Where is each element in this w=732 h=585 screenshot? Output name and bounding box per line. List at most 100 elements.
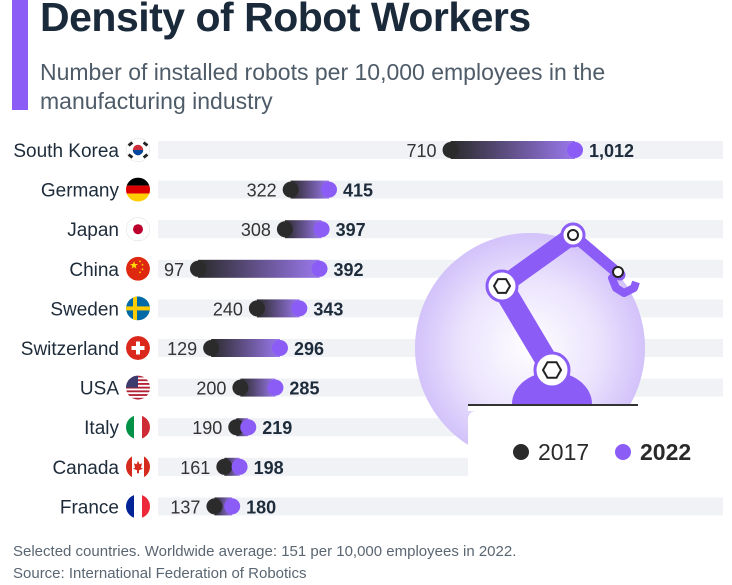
flag-cross — [126, 306, 150, 311]
flag-stripe — [126, 193, 150, 202]
south-korea-flag-icon — [126, 138, 150, 162]
dot-2017 — [442, 142, 459, 158]
value-label-2022: 296 — [294, 339, 324, 359]
value-label-2022: 285 — [289, 379, 319, 399]
range-bar — [197, 259, 320, 278]
dot-2022 — [267, 379, 284, 396]
flag-cross — [136, 341, 140, 355]
range-bar — [240, 378, 276, 397]
flag-graphic — [126, 138, 150, 162]
sweden-flag-icon — [126, 296, 150, 321]
legend-marker-2022 — [615, 444, 631, 460]
dot-2017 — [216, 458, 233, 475]
legend-box — [468, 411, 732, 495]
germany-flag-icon — [126, 177, 150, 202]
footer: Selected countries. Worldwide average: 1… — [13, 541, 516, 585]
chart-title: Density of Robot Workers — [40, 0, 531, 40]
flag-graphic — [126, 177, 150, 202]
dot-2022 — [311, 260, 328, 277]
dot-2017 — [189, 260, 206, 277]
flag-taegeuk-blue — [132, 150, 144, 156]
japan-flag-icon — [126, 217, 150, 242]
usa-flag-icon — [126, 375, 150, 400]
value-label-2017: 129 — [167, 339, 197, 359]
flag-graphic — [126, 217, 150, 242]
flag-stripe — [134, 494, 142, 519]
value-label-2022: 343 — [313, 299, 343, 319]
legend-label-2017: 2017 — [538, 439, 589, 465]
china-flag-icon — [126, 256, 150, 281]
dot-2022 — [313, 221, 330, 238]
value-label-2017: 200 — [196, 379, 226, 399]
country-label: USA — [80, 379, 119, 400]
legend: 2017 2022 — [468, 411, 732, 495]
country-label: Italy — [84, 418, 119, 439]
flag-stripe — [126, 494, 134, 519]
flag-maple-leaf — [133, 460, 143, 474]
flag-star — [138, 270, 142, 274]
flag-trigram — [142, 153, 149, 159]
flag-stripe — [126, 397, 150, 400]
flag-star — [141, 267, 144, 271]
dot-2022 — [224, 498, 241, 515]
dot-2017 — [206, 498, 223, 515]
dot-2017 — [203, 340, 220, 356]
dot-2022 — [271, 340, 288, 356]
robot-arm-icon — [415, 222, 645, 463]
range-bar — [256, 299, 300, 318]
range-bar — [450, 141, 575, 159]
flag-trigram — [142, 141, 149, 147]
range-bar — [290, 180, 330, 199]
range-bar — [284, 220, 322, 239]
legend-label-2022: 2022 — [640, 439, 691, 465]
country-label: France — [60, 497, 119, 518]
dot-2017 — [228, 419, 245, 436]
value-label-2022: 397 — [336, 220, 366, 240]
row-background — [158, 180, 723, 199]
value-label-2022: 1,012 — [589, 141, 634, 161]
flag-stripe — [126, 177, 150, 186]
flag-graphic — [126, 336, 150, 360]
value-label-2022: 219 — [262, 418, 292, 438]
value-label-2017: 161 — [180, 458, 210, 478]
value-label-2017: 137 — [170, 497, 200, 517]
chart-row: Germany 322 415 — [41, 177, 723, 202]
flag-stripe — [126, 394, 150, 396]
value-label-2017: 190 — [192, 418, 222, 438]
dot-2022 — [321, 181, 338, 198]
chart-row: France 137 180 — [60, 494, 723, 518]
value-label-2017: 710 — [407, 141, 437, 161]
flag-star — [138, 259, 142, 263]
value-label-2022: 180 — [246, 497, 276, 517]
flag-graphic — [126, 454, 150, 479]
flag-stripe — [126, 185, 150, 194]
row-background — [158, 497, 723, 516]
flag-canton — [126, 375, 138, 388]
flag-stripe — [126, 415, 134, 440]
flag-band — [144, 454, 150, 479]
value-label-2017: 308 — [241, 220, 271, 240]
canada-flag-icon — [126, 454, 150, 479]
country-label: South Korea — [13, 141, 119, 162]
country-label: Switzerland — [21, 339, 119, 360]
flag-stripe — [134, 415, 142, 440]
chart-row: South Korea 710 1,012 — [13, 138, 723, 162]
range-bar — [211, 339, 280, 357]
flag-band — [126, 454, 132, 479]
country-label: Germany — [41, 181, 120, 202]
flag-stripe — [126, 390, 150, 393]
flag-trigram — [127, 153, 134, 159]
dot-2017 — [248, 300, 265, 317]
legend-marker-2017 — [513, 444, 529, 460]
flag-stripe — [142, 494, 150, 519]
france-flag-icon — [126, 494, 150, 519]
flag-graphic — [126, 494, 150, 519]
value-label-2017: 97 — [164, 260, 184, 280]
flag-stripe — [126, 386, 150, 389]
flag-star — [130, 261, 138, 269]
flag-star — [141, 263, 144, 266]
value-label-2017: 322 — [247, 181, 277, 201]
country-label: Japan — [67, 220, 119, 241]
chart-row: Japan 308 397 — [67, 217, 723, 242]
value-label-2022: 392 — [334, 260, 364, 280]
